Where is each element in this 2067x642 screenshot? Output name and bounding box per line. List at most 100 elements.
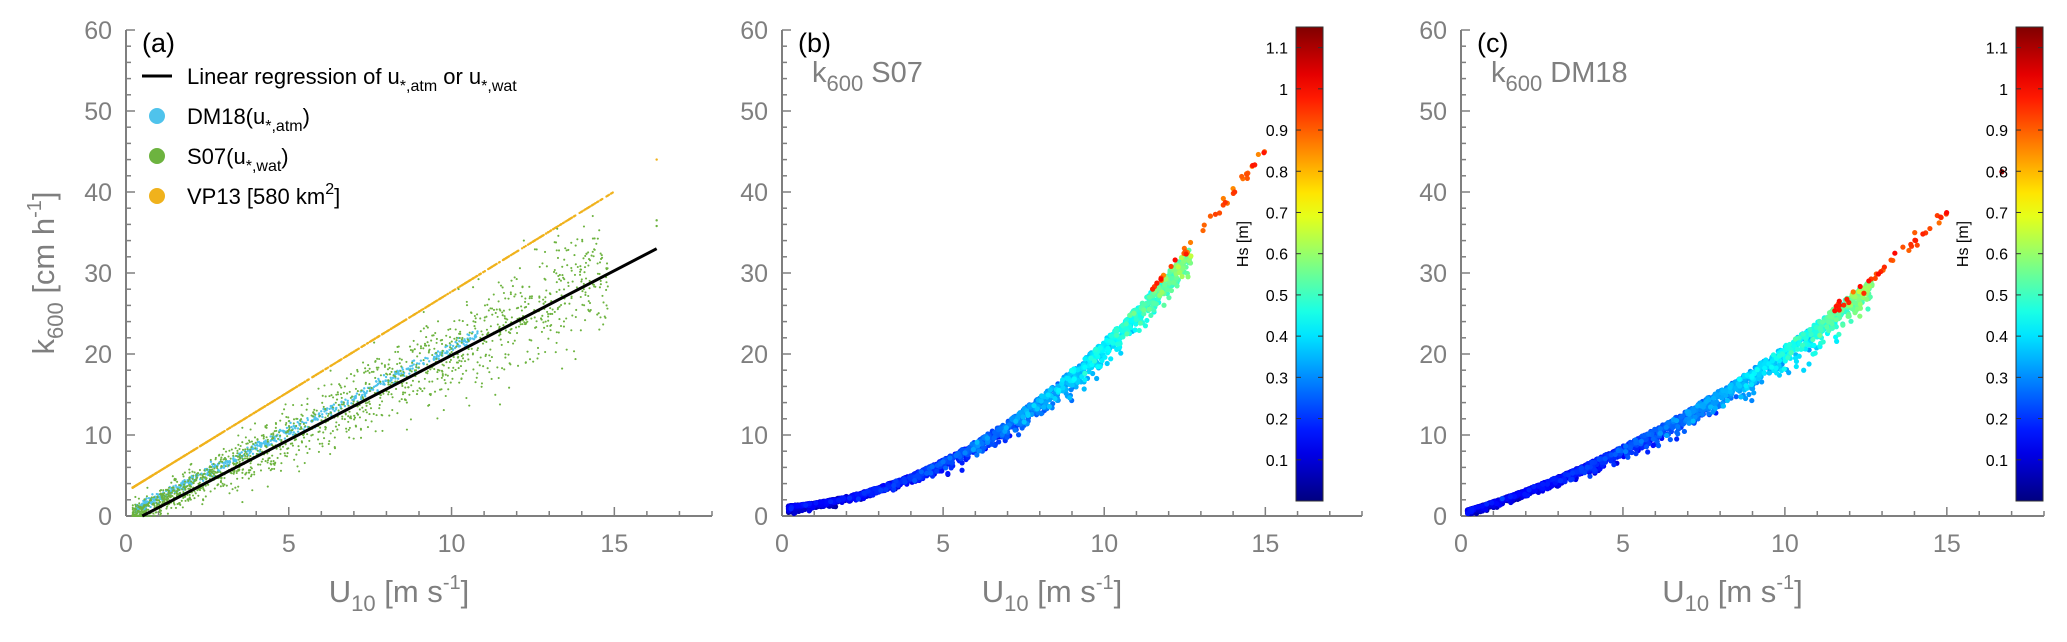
- s07-point: [400, 398, 403, 401]
- s07-point: [312, 415, 315, 418]
- s07-point: [270, 467, 274, 471]
- s07-point: [348, 390, 351, 393]
- s07-point: [259, 463, 262, 466]
- s07-point: [152, 502, 155, 505]
- s07-point: [324, 408, 327, 411]
- y-label-main: k: [26, 339, 61, 355]
- s07-point: [205, 468, 209, 471]
- vp13-point: [444, 294, 447, 297]
- s07-point: [321, 442, 324, 445]
- vp13-point: [572, 215, 576, 218]
- s07-point: [336, 391, 339, 394]
- s07-point: [197, 494, 200, 497]
- s07-point: [191, 494, 195, 497]
- legend-text: DM18(u: [187, 104, 265, 129]
- s07-point: [436, 417, 439, 420]
- s07-point: [514, 326, 518, 329]
- s07-point: [364, 367, 367, 370]
- s07-point: [354, 387, 357, 390]
- s07-point: [396, 412, 399, 415]
- s07-point: [306, 433, 309, 436]
- legend-entry: VP13 [580 km2]: [187, 181, 340, 209]
- x-label-close: ]: [461, 574, 470, 609]
- s07-point: [303, 461, 306, 465]
- s07-point: [172, 501, 175, 505]
- s07-point: [477, 278, 480, 281]
- s07-point: [570, 241, 573, 244]
- vp13-point: [252, 412, 255, 415]
- legend-text: ): [303, 104, 310, 129]
- s07-point: [591, 237, 595, 240]
- s07-point: [415, 366, 418, 369]
- s07-point: [441, 349, 444, 352]
- s07-point: [584, 277, 588, 280]
- s07-point: [535, 248, 538, 251]
- vp13-point: [273, 399, 277, 402]
- s07-point: [141, 508, 144, 511]
- s07-point: [354, 425, 358, 428]
- s07-point: [427, 344, 430, 347]
- legend-entry: S07(u*,wat): [187, 144, 289, 175]
- dm18-point: [283, 437, 287, 440]
- s07-point: [254, 447, 257, 450]
- dm18-point: [458, 345, 461, 348]
- s07-point: [461, 357, 465, 360]
- s07-point: [232, 452, 235, 455]
- dm18-point: [340, 401, 343, 404]
- vp13-point: [331, 363, 334, 367]
- s07-point: [469, 311, 473, 314]
- s07-point: [584, 254, 587, 258]
- dm18-point: [289, 431, 293, 434]
- s07-point: [436, 377, 439, 380]
- s07-point: [216, 471, 219, 474]
- s07-point: [159, 489, 163, 492]
- s07-point: [352, 437, 355, 440]
- s07-point: [592, 255, 595, 258]
- vp13-point: [464, 281, 467, 284]
- s07-point: [442, 409, 445, 412]
- vp13-point: [155, 471, 158, 475]
- hs-point: [934, 468, 940, 474]
- s07-point: [481, 342, 485, 345]
- vp13-point: [260, 407, 263, 410]
- s07-point: [324, 395, 327, 398]
- s07-point: [166, 512, 169, 515]
- vp13-point: [552, 227, 555, 231]
- s07-point: [266, 461, 269, 464]
- s07-point: [250, 440, 253, 443]
- legend-text: ]: [334, 184, 340, 209]
- vp13-point: [605, 195, 608, 198]
- vp13-point: [562, 221, 565, 225]
- vp13-point: [608, 193, 611, 196]
- s07-point: [401, 393, 405, 396]
- s07-point: [366, 426, 370, 429]
- s07-point: [521, 323, 524, 326]
- dm18-point: [222, 464, 226, 467]
- s07-point: [523, 321, 526, 324]
- s07-point: [323, 437, 326, 440]
- s07-point: [161, 500, 164, 503]
- legend-subscript: *,wat: [481, 78, 517, 95]
- s07-point: [170, 481, 173, 484]
- vp13-point: [419, 309, 423, 312]
- s07-point: [583, 266, 587, 269]
- s07-point: [515, 278, 518, 281]
- vp13-point: [208, 439, 211, 442]
- s07-point: [167, 493, 170, 496]
- s07-point: [492, 293, 495, 296]
- y-label-unit: [cm h: [26, 218, 61, 302]
- s07-point: [284, 403, 287, 406]
- s07-point: [494, 311, 497, 315]
- s07-point: [352, 380, 355, 383]
- vp13-point: [498, 260, 501, 264]
- s07-point: [504, 321, 507, 324]
- s07-point: [176, 502, 179, 506]
- s07-point: [549, 312, 552, 315]
- s07-point: [285, 421, 288, 425]
- s07-point: [598, 286, 601, 289]
- s07-point: [401, 384, 404, 388]
- s07-point: [533, 248, 536, 251]
- s07-point: [398, 400, 401, 403]
- s07-point: [374, 430, 377, 433]
- s07-point: [204, 495, 207, 498]
